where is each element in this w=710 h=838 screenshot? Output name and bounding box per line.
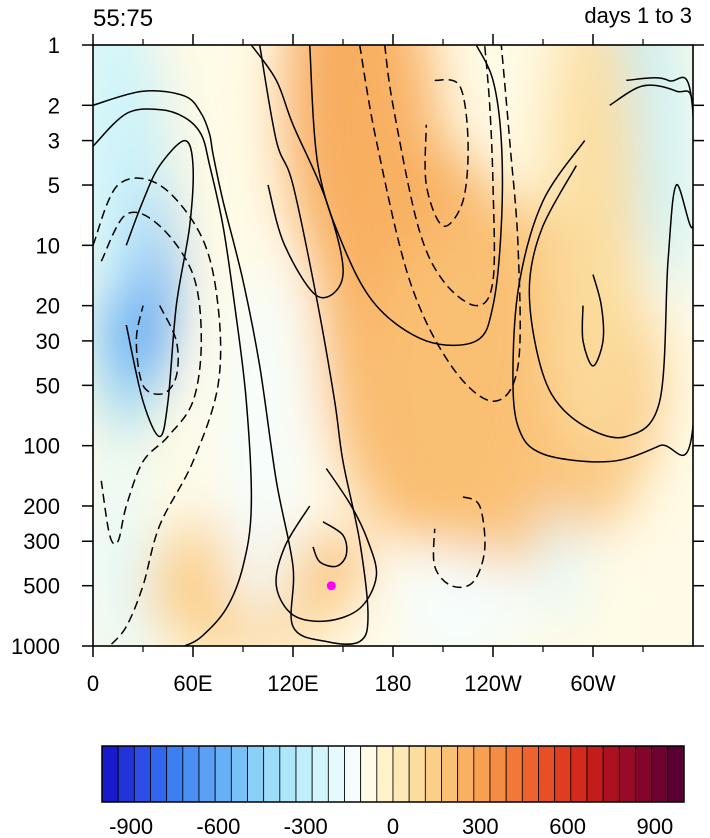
colorbar: [101, 745, 685, 803]
colorbar-box-26: [521, 745, 539, 803]
colorbar-box-34: [651, 745, 669, 803]
colorbar-box-1: [117, 745, 135, 803]
colorbar-label-6: 900: [637, 814, 674, 838]
colorbar-box-25: [505, 745, 523, 803]
colorbar-box-11: [279, 745, 297, 803]
colorbar-labels: -900 -600 -300 0 300 600 900: [109, 814, 673, 838]
axis-ticks: [82, 34, 704, 657]
colorbar-box-22: [457, 745, 475, 803]
colorbar-box-33: [635, 745, 653, 803]
y-tick-label-11: 500: [23, 574, 60, 599]
positive-contour-7: [528, 84, 693, 439]
plot-area: [93, 45, 693, 646]
colorbar-box-19: [408, 745, 426, 803]
y-tick-label-1: 2: [48, 93, 60, 118]
positive-contour-4: [250, 45, 344, 299]
positive-contour-0: [125, 139, 194, 438]
colorbar-box-0: [101, 745, 119, 803]
y-tick-label-2: 3: [48, 129, 60, 154]
shading-blob-5: [653, 64, 693, 306]
colorbar-box-23: [473, 745, 491, 803]
shading-blob-15: [93, 446, 148, 646]
x-tick-label-0: 0: [87, 671, 99, 696]
y-tick-label-7: 50: [36, 373, 60, 398]
colorbar-box-4: [166, 745, 184, 803]
x-tick-label-2: 120E: [267, 671, 318, 696]
colorbar-label-3: 0: [387, 814, 399, 838]
colorbar-box-3: [150, 745, 168, 803]
x-tick-labels: 0 60E 120E 180 120W 60W: [87, 671, 616, 696]
colorbar-box-13: [311, 745, 329, 803]
colorbar-box-12: [295, 745, 313, 803]
y-tick-label-5: 20: [36, 294, 60, 319]
colorbar-box-28: [554, 745, 572, 803]
shading-blob-16: [543, 45, 643, 467]
colorbar-box-16: [360, 745, 378, 803]
negative-contour-15: [424, 78, 469, 227]
colorbar-box-21: [441, 745, 459, 803]
x-tick-label-5: 60W: [570, 671, 615, 696]
colorbar-box-29: [570, 745, 588, 803]
y-tick-label-9: 200: [23, 494, 60, 519]
y-tick-label-10: 300: [23, 529, 60, 554]
colorbar-box-18: [392, 745, 410, 803]
negative-contour-16: [432, 496, 486, 589]
colorbar-box-24: [489, 745, 507, 803]
colorbar-box-2: [133, 745, 151, 803]
colorbar-label-5: 600: [549, 814, 586, 838]
y-tick-label-6: 30: [36, 329, 60, 354]
y-tick-label-0: 1: [48, 33, 60, 58]
shading-blob-13: [217, 265, 302, 626]
x-tick-label-1: 60E: [173, 671, 212, 696]
negative-contour-13: [383, 45, 496, 307]
x-tick-label-3: 180: [375, 671, 412, 696]
colorbar-box-9: [247, 745, 265, 803]
colorbar-box-35: [667, 745, 685, 803]
y-tick-labels: 1 2 3 5 10 20 30 50 100 200 300 500 1000: [11, 33, 60, 659]
negative-contour-11: [100, 211, 203, 545]
y-tick-label-4: 10: [36, 233, 60, 258]
colorbar-frame: [101, 745, 685, 803]
contour-layer: [93, 45, 693, 646]
colorbar-box-8: [230, 745, 248, 803]
colorbar-box-5: [182, 745, 200, 803]
colorbar-box-14: [327, 745, 345, 803]
shading-blob-2: [134, 264, 168, 386]
colorbar-label-1: -600: [196, 814, 240, 838]
y-tick-label-12: 1000: [11, 634, 60, 659]
colorbar-box-7: [214, 745, 232, 803]
colorbar-box-30: [586, 745, 604, 803]
colorbar-box-15: [344, 745, 362, 803]
colorbar-box-6: [198, 745, 216, 803]
y-tick-label-3: 5: [48, 173, 60, 198]
colorbar-label-2: -300: [284, 814, 328, 838]
positive-contour-1: [93, 108, 253, 646]
colorbar-box-32: [618, 745, 636, 803]
colorbar-box-17: [376, 745, 394, 803]
negative-contour-14: [358, 45, 521, 402]
colorbar-label-4: 300: [462, 814, 499, 838]
colorbar-box-31: [602, 745, 620, 803]
shading-blob-12: [536, 506, 584, 627]
y-tick-label-8: 100: [23, 434, 60, 459]
negative-contour-12: [93, 177, 222, 646]
shading-blob-14: [393, 548, 527, 646]
colorbar-box-10: [263, 745, 281, 803]
title-right: days 1 to 3: [584, 3, 692, 28]
positive-contour-2: [93, 45, 369, 645]
shading-layer: [93, 45, 693, 646]
title-left: 55:75: [93, 5, 153, 32]
location-marker: [326, 581, 336, 591]
positive-contour-5: [275, 468, 378, 623]
colorbar-label-0: -900: [109, 814, 153, 838]
positive-contour-6: [312, 521, 348, 568]
x-tick-label-4: 120W: [464, 671, 522, 696]
colorbar-box-27: [538, 745, 556, 803]
positive-contour-8: [581, 274, 605, 367]
colorbar-box-20: [424, 745, 442, 803]
